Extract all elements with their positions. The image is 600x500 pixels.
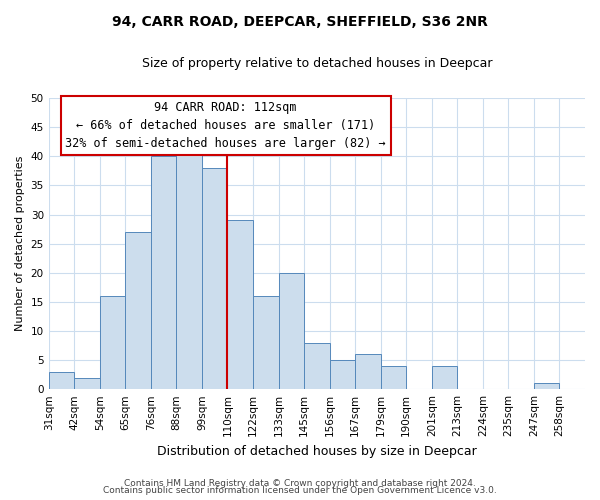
- Title: Size of property relative to detached houses in Deepcar: Size of property relative to detached ho…: [142, 58, 492, 70]
- Bar: [329, 360, 355, 389]
- X-axis label: Distribution of detached houses by size in Deepcar: Distribution of detached houses by size …: [157, 444, 477, 458]
- Text: Contains HM Land Registry data © Crown copyright and database right 2024.: Contains HM Land Registry data © Crown c…: [124, 478, 476, 488]
- Bar: [432, 366, 457, 389]
- Bar: [278, 272, 304, 389]
- Bar: [74, 378, 100, 389]
- Bar: [304, 342, 329, 389]
- Bar: [100, 296, 125, 389]
- Text: 94 CARR ROAD: 112sqm
← 66% of detached houses are smaller (171)
32% of semi-deta: 94 CARR ROAD: 112sqm ← 66% of detached h…: [65, 101, 386, 150]
- Bar: [176, 150, 202, 389]
- Y-axis label: Number of detached properties: Number of detached properties: [15, 156, 25, 332]
- Bar: [227, 220, 253, 389]
- Bar: [125, 232, 151, 389]
- Text: 94, CARR ROAD, DEEPCAR, SHEFFIELD, S36 2NR: 94, CARR ROAD, DEEPCAR, SHEFFIELD, S36 2…: [112, 15, 488, 29]
- Bar: [534, 384, 559, 389]
- Bar: [49, 372, 74, 389]
- Text: Contains public sector information licensed under the Open Government Licence v3: Contains public sector information licen…: [103, 486, 497, 495]
- Bar: [202, 168, 227, 389]
- Bar: [380, 366, 406, 389]
- Bar: [355, 354, 380, 389]
- Bar: [151, 156, 176, 389]
- Bar: [253, 296, 278, 389]
